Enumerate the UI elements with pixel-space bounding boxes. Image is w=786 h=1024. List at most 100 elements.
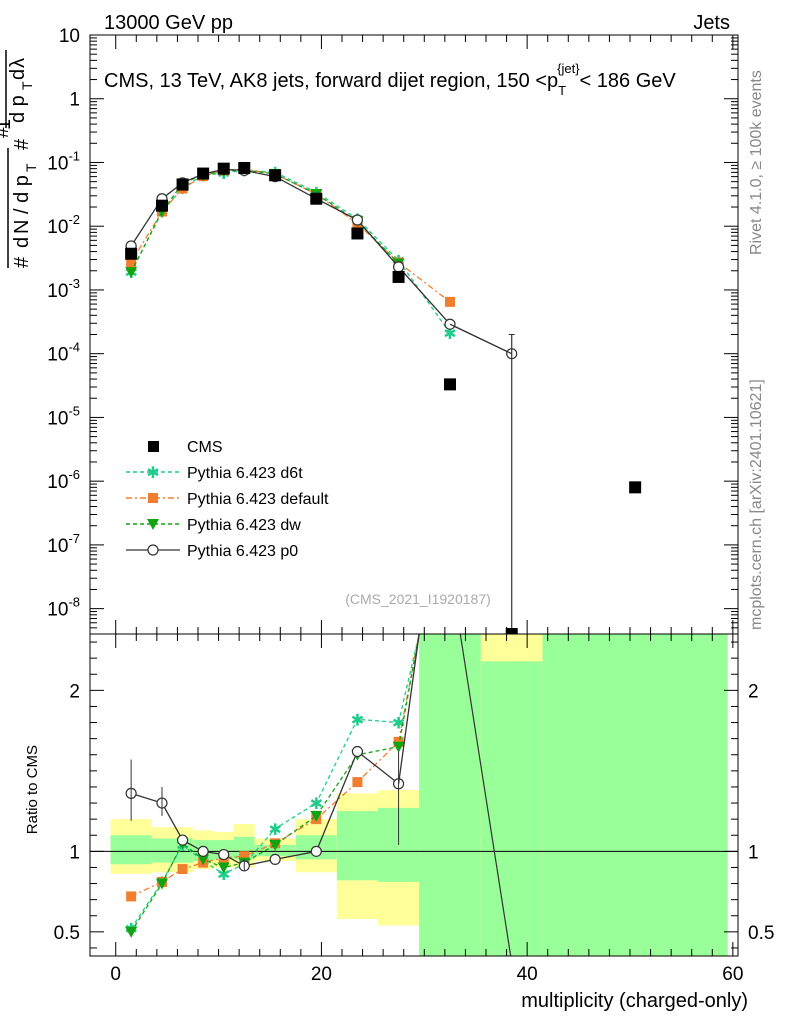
- y-tick-label: 10-4: [47, 340, 80, 366]
- ratio-axis-label: Ratio to CMS: [24, 745, 41, 834]
- ratio-point: [217, 862, 230, 874]
- main-plot-panel: ✱✱✱✱✱✱✱✱✱✱✱ 10-8 10-7 10-6 10-5 10-4 10-3 10-2…: [47, 26, 739, 635]
- ratio-point: [351, 745, 364, 758]
- y-tick-label: 10-6: [47, 467, 80, 493]
- chart-title-tail: < 186 GeV: [580, 70, 677, 92]
- ratio-point: ✱: [351, 712, 364, 729]
- ratio-point: [310, 845, 322, 857]
- data-point-clipped: [505, 628, 518, 634]
- y-tick-label: 10-7: [47, 531, 80, 557]
- mcplots-label: mcplots.cern.ch [arXiv:2401.10621]: [748, 379, 765, 630]
- ratio-point: [125, 926, 138, 938]
- ratio-point: [269, 839, 282, 851]
- legend-entry-d6t: ✱ Pythia 6.423 d6t: [126, 465, 303, 482]
- y-tick-label: 10-5: [47, 403, 80, 429]
- ratio-line-tail: [397, 633, 420, 784]
- legend-marker-cms: [148, 441, 159, 452]
- legend-label-dw: Pythia 6.423 dw: [187, 517, 301, 534]
- ratio-point: [218, 848, 230, 861]
- ratio-point: ✱: [217, 867, 230, 884]
- ratio-line-p0-tail: [459, 633, 512, 957]
- uncertainty-band-green: [110, 835, 152, 865]
- ratio-point: ✱: [268, 822, 281, 839]
- legend-marker-p0: [147, 544, 159, 556]
- data-point: ✱: [443, 326, 456, 343]
- ratio-plot-frame: [89, 633, 739, 957]
- x-tick-label: 60: [722, 964, 743, 985]
- ratio-point: [156, 878, 168, 890]
- legend-entry-cms: CMS: [148, 439, 223, 456]
- ratio-y-tick-label-left: 2: [69, 681, 80, 702]
- header-left: 13000 GeV pp: [104, 12, 233, 34]
- ratio-point: [352, 777, 363, 788]
- ratio-y-tick-label-right: 0.5: [748, 923, 774, 944]
- x-tick-label: 0: [110, 964, 121, 985]
- ratio-y-tick-label-left: 1: [69, 842, 80, 863]
- data-point: [156, 199, 168, 212]
- ratio-point: [177, 864, 188, 875]
- uncertainty-band-green: [336, 811, 378, 881]
- series-line-tail: [449, 323, 512, 355]
- legend: CMS ✱ Pythia 6.423 d6t Pythia 6.423 defa…: [126, 439, 329, 560]
- ratio-line-tail: [397, 633, 420, 747]
- x-tick-label: 20: [311, 964, 332, 985]
- svg-text:d p: d p: [7, 95, 29, 123]
- legend-label-p0: Pythia 6.423 p0: [187, 543, 298, 560]
- x-axis-label: multiplicity (charged-only): [521, 990, 748, 1012]
- y-tick-label: 10-3: [47, 276, 80, 302]
- ratio-point: ✱: [392, 716, 405, 733]
- series-pythia-6-423-d6t: ✱✱✱✱✱✱✱✱✱✱✱: [124, 163, 456, 343]
- ratio-y-tick-label-right: 2: [748, 681, 759, 702]
- ratio-point: [197, 854, 210, 866]
- ratio-point: [239, 851, 250, 862]
- ratio-point: [269, 853, 281, 866]
- svg-text:#: #: [11, 256, 33, 268]
- chart-title-sub: T: [558, 83, 566, 98]
- ratio-line-tail: [397, 633, 420, 742]
- legend-label-d6t: Pythia 6.423 d6t: [187, 465, 303, 482]
- chart-title-main: CMS, 13 TeV, AK8 jets, forward dijet reg…: [104, 70, 558, 92]
- ratio-point: [310, 810, 323, 822]
- legend-marker-d6t: ✱: [146, 465, 159, 482]
- header-right: Jets: [693, 12, 730, 34]
- data-point: [310, 192, 323, 205]
- data-point: [269, 169, 282, 182]
- y-tick-label: 10-2: [47, 212, 80, 238]
- svg-text:T: T: [23, 163, 39, 172]
- legend-marker-default: [148, 493, 158, 503]
- data-point: [176, 178, 189, 191]
- ratio-point: [392, 741, 405, 753]
- analysis-watermark: (CMS_2021_I1920187): [345, 591, 491, 607]
- y-tick-label: 10-8: [47, 595, 80, 621]
- data-point: [125, 267, 138, 279]
- svg-text:N / d p: N / d p: [11, 175, 33, 234]
- data-point: [629, 481, 642, 494]
- data-point: [126, 257, 137, 268]
- rivet-label: Rivet 4.1.0, ≥ 100k events: [748, 70, 765, 255]
- legend-entry-default: Pythia 6.423 default: [126, 491, 329, 508]
- data-point: [392, 270, 405, 283]
- y-tick-label: 1: [69, 90, 80, 111]
- data-point: [445, 296, 455, 307]
- y-tick-label: 10: [59, 26, 80, 47]
- data-point: [351, 227, 364, 240]
- svg-text:#: #: [0, 126, 13, 138]
- ratio-point: [197, 845, 209, 857]
- svg-text:d: d: [7, 69, 29, 80]
- ratio-line: [130, 750, 400, 867]
- series-line: [130, 169, 400, 273]
- ratio-point: [176, 834, 189, 846]
- data-point: [125, 247, 138, 260]
- ratio-line-tail: [397, 633, 420, 723]
- uncertainty-band-green: [480, 661, 543, 956]
- legend-marker-dw: [147, 519, 159, 530]
- svg-text:#: #: [11, 138, 33, 150]
- legend-entry-p0: Pythia 6.423 p0: [126, 543, 298, 560]
- ratio-y-tick-label-right: 1: [748, 842, 759, 863]
- ratio-line: [130, 746, 399, 933]
- y-axis-label: # d N / d p T # 1 # d p T d λ d 2 N: [0, 50, 39, 268]
- svg-text:λ: λ: [7, 58, 29, 68]
- data-point: [238, 161, 251, 174]
